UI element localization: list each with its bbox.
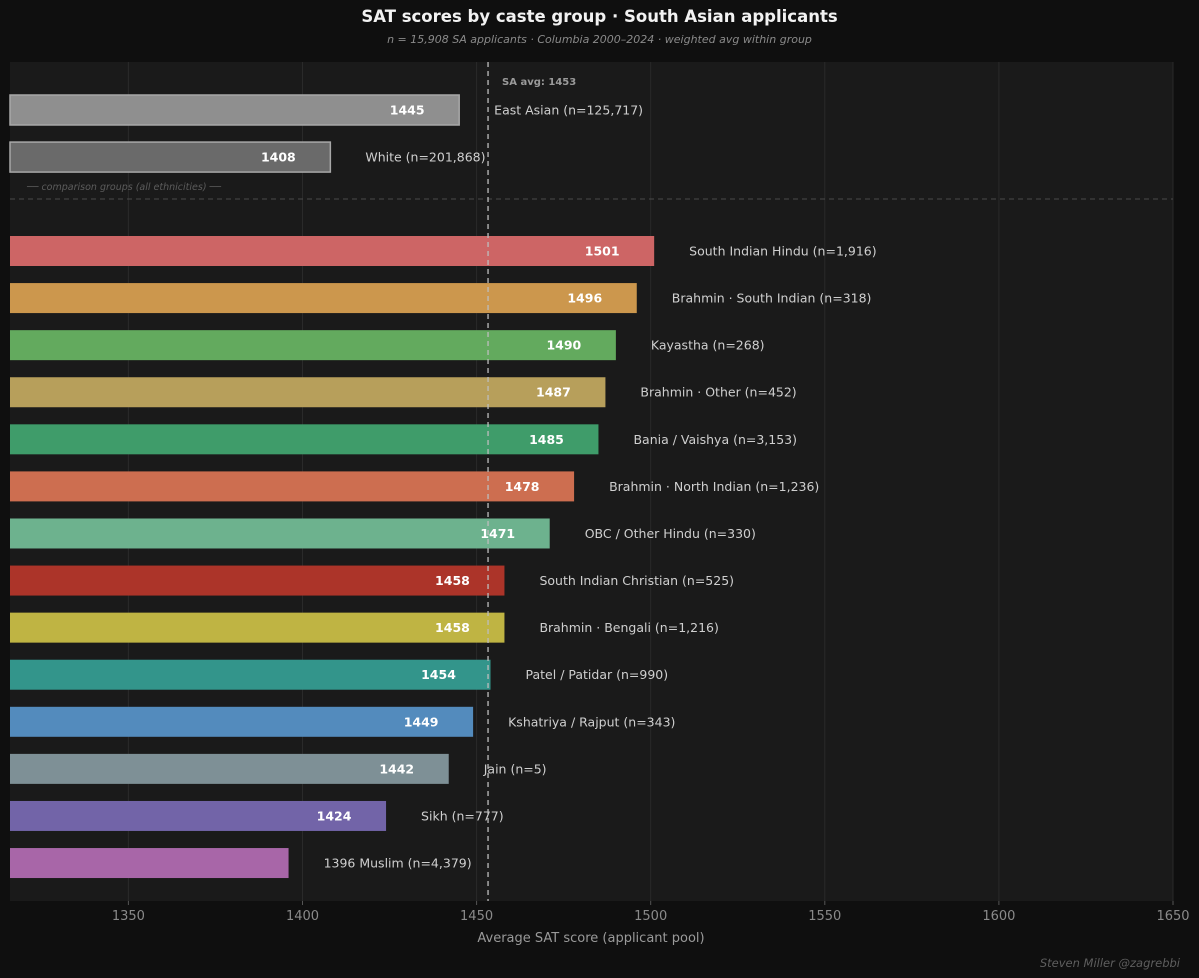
bar-category-label: East Asian (n=125,717) [494,103,643,118]
bar-value-label: 1454 [421,667,456,682]
bar [10,283,637,314]
bar-category-label: Bania / Vaishya (n=3,153) [633,432,797,447]
bar [10,848,289,879]
bar [10,659,491,690]
bar-value-label: 1485 [529,432,564,447]
bar [10,706,474,737]
bar-value-label: 1490 [546,338,581,353]
bar-value-label: 1408 [261,150,296,165]
bar-value-label: 1478 [505,479,540,494]
bars: 1445 East Asian (n=125,717) 1408 White (n=2… [9,94,877,879]
bar [10,377,606,408]
bar-category-label: OBC / Other Hindu (n=330) [585,526,756,541]
x-tick-label: 1650 [1156,909,1189,924]
bar-category-label: Patel / Patidar (n=990) [526,667,669,682]
bar [10,330,616,361]
bar [10,753,449,784]
bar-value-label: 1501 [585,244,620,259]
bar-value-label: 1424 [317,808,352,823]
chart-title: SAT scores by caste group · South Asian … [361,7,838,26]
bar-category-label: Kayastha (n=268) [651,338,765,353]
bar-category-label: White (n=201,868) [365,150,485,165]
bar-category-label: Kshatriya / Rajput (n=343) [508,714,675,729]
bar-category-label: Brahmin · Bengali (n=1,216) [539,620,718,635]
bar [10,612,505,643]
bar-category-label: Brahmin · South Indian (n=318) [672,291,872,306]
bar-category-label: Jain (n=5) [483,761,547,776]
x-axis-title: Average SAT score (applicant pool) [477,931,704,946]
x-tick-label: 1350 [112,909,145,924]
bar-value-label: 1496 [567,291,602,306]
x-tick-label: 1550 [808,909,841,924]
chart-subtitle: n = 15,908 SA applicants · Columbia 2000… [387,33,812,46]
comparison-note: ── comparison groups (all ethnicities) ─… [26,182,221,193]
bar-category-label: Brahmin · Other (n=452) [640,385,796,400]
bar-value-label: 1458 [435,573,470,588]
bar [10,518,550,549]
credit-text: Steven Miller @zagrebbi [1039,956,1180,970]
bar-value-label: 1458 [435,620,470,635]
bar-category-label: Sikh (n=777) [421,808,504,823]
x-tick-label: 1400 [286,909,319,924]
bar-value-label: 1442 [379,761,414,776]
bar-category-label: Brahmin · North Indian (n=1,236) [609,479,819,494]
bar [9,94,460,126]
sa-average-label: SA avg: 1453 [502,77,576,88]
bar-category-label: South Indian Hindu (n=1,916) [689,244,876,259]
bar [10,471,575,502]
bar [10,565,505,596]
bar-category-label: South Indian Christian (n=525) [539,573,734,588]
x-tick-label: 1500 [634,909,667,924]
bar [10,800,387,831]
x-tick-label: 1600 [982,909,1015,924]
bar [10,424,599,455]
bar [9,141,332,173]
bar-value-label: 1449 [404,714,439,729]
bar-value-label: 1471 [480,526,515,541]
x-tick-label: 1450 [460,909,493,924]
bar [10,236,655,266]
bar-value-label: 1487 [536,385,571,400]
x-axis-ticks: 1350 1400 1450 1500 1550 1600 1650 [112,901,1190,924]
bar-category-label: 1396 Muslim (n=4,379) [324,856,472,871]
bar-value-label: 1445 [390,103,425,118]
